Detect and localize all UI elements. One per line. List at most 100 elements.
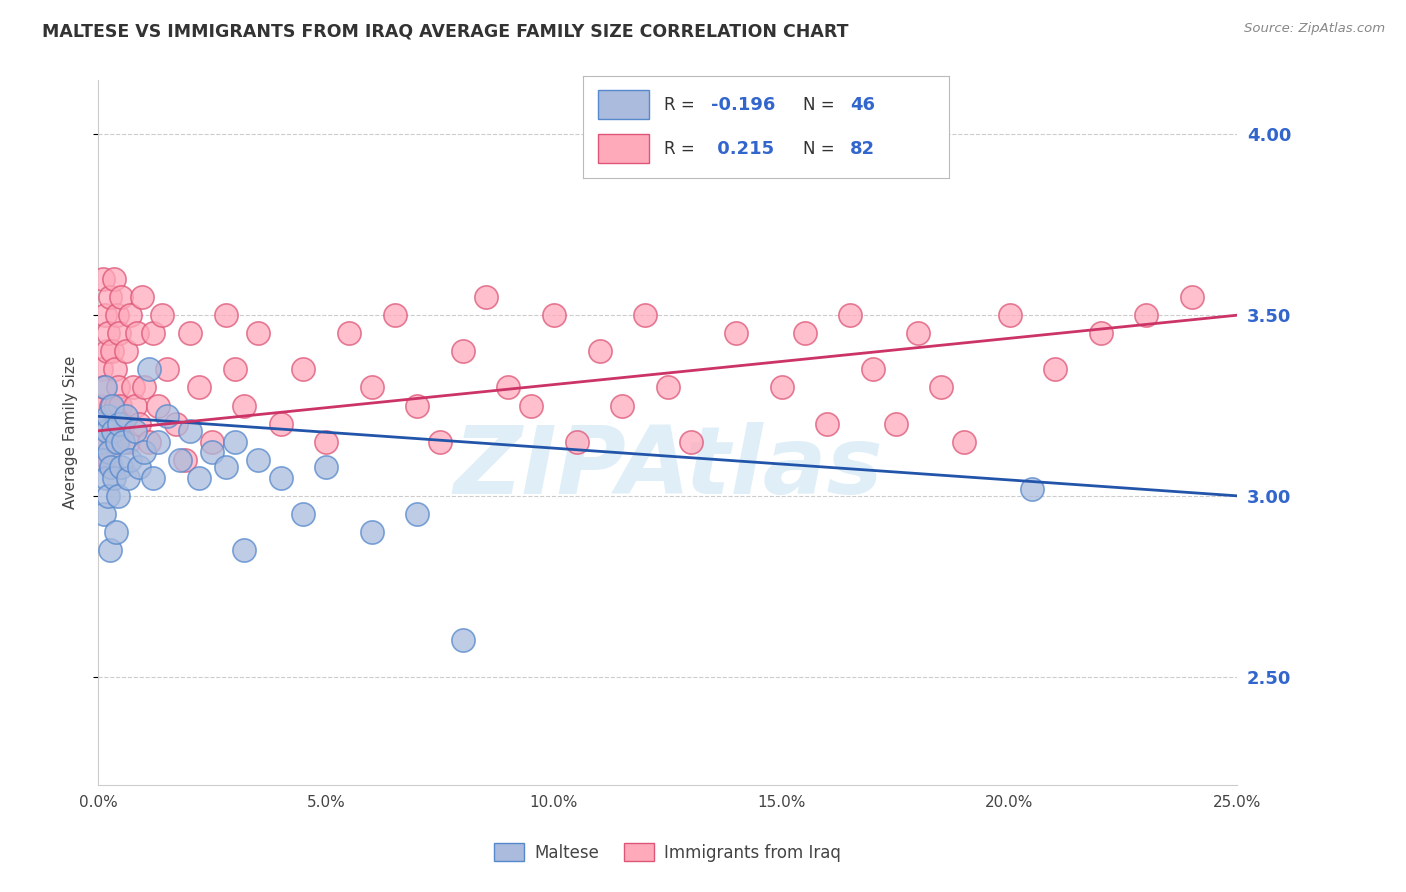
Point xyxy=(132,445,155,459)
Point xyxy=(292,507,315,521)
Point xyxy=(91,434,114,449)
Point xyxy=(117,434,139,449)
Point xyxy=(110,459,132,474)
Point xyxy=(179,326,201,341)
Point xyxy=(103,471,125,485)
Point xyxy=(114,409,136,424)
Point xyxy=(156,362,179,376)
Point xyxy=(451,633,474,648)
Point xyxy=(93,507,115,521)
Text: MALTESE VS IMMIGRANTS FROM IRAQ AVERAGE FAMILY SIZE CORRELATION CHART: MALTESE VS IMMIGRANTS FROM IRAQ AVERAGE … xyxy=(42,22,849,40)
Point xyxy=(315,434,337,449)
Point xyxy=(98,445,121,459)
Point xyxy=(315,459,337,474)
Point xyxy=(187,380,209,394)
Point xyxy=(270,417,292,431)
Point xyxy=(90,417,112,431)
Point xyxy=(612,399,634,413)
Text: 0.215: 0.215 xyxy=(711,140,775,158)
Point xyxy=(406,507,429,521)
Point xyxy=(657,380,679,394)
Point xyxy=(156,409,179,424)
Point xyxy=(215,308,238,322)
Point xyxy=(96,409,118,424)
Point xyxy=(100,399,122,413)
Point xyxy=(246,452,269,467)
Point xyxy=(112,417,135,431)
Point xyxy=(98,290,121,304)
Point xyxy=(1043,362,1066,376)
Point xyxy=(174,452,197,467)
Point xyxy=(406,399,429,413)
Point xyxy=(270,471,292,485)
Point xyxy=(292,362,315,376)
Point xyxy=(187,471,209,485)
Point xyxy=(1181,290,1204,304)
Point xyxy=(98,452,121,467)
Point xyxy=(120,452,142,467)
Point xyxy=(124,424,146,438)
Point xyxy=(108,417,131,431)
Point xyxy=(142,471,165,485)
Point xyxy=(96,344,118,359)
Point xyxy=(224,362,246,376)
Point xyxy=(565,434,588,449)
Point xyxy=(101,399,124,413)
Point xyxy=(132,380,155,394)
Point xyxy=(679,434,702,449)
Point xyxy=(179,424,201,438)
Point xyxy=(862,362,884,376)
Point xyxy=(91,272,114,286)
Y-axis label: Average Family Size: Average Family Size xyxy=(63,356,77,509)
Point xyxy=(94,380,117,394)
Point xyxy=(108,326,131,341)
Point xyxy=(90,362,112,376)
Point xyxy=(839,308,862,322)
Point xyxy=(770,380,793,394)
Text: R =: R = xyxy=(664,95,700,113)
Point xyxy=(110,399,132,413)
Point xyxy=(953,434,976,449)
Point xyxy=(224,434,246,449)
Point xyxy=(97,489,120,503)
Point xyxy=(1021,482,1043,496)
Point xyxy=(543,308,565,322)
Point xyxy=(725,326,748,341)
Point xyxy=(112,434,135,449)
Point xyxy=(104,362,127,376)
Text: ZIPAtlas: ZIPAtlas xyxy=(453,422,883,514)
Point xyxy=(91,452,114,467)
Point xyxy=(127,326,149,341)
Point xyxy=(94,434,117,449)
Point xyxy=(101,434,124,449)
Point xyxy=(105,308,128,322)
Point xyxy=(104,524,127,539)
Point xyxy=(94,471,117,485)
Point xyxy=(96,424,118,438)
Point xyxy=(588,344,610,359)
Text: -0.196: -0.196 xyxy=(711,95,776,113)
Point xyxy=(107,434,129,449)
Point xyxy=(114,344,136,359)
Point xyxy=(474,290,496,304)
Point xyxy=(337,326,360,341)
Point xyxy=(117,471,139,485)
Point xyxy=(138,434,160,449)
Point xyxy=(233,543,256,558)
Point xyxy=(121,380,143,394)
Point xyxy=(142,326,165,341)
Point xyxy=(128,417,150,431)
Point xyxy=(124,399,146,413)
Point xyxy=(451,344,474,359)
Point xyxy=(165,417,187,431)
Point xyxy=(110,290,132,304)
Point xyxy=(233,399,256,413)
Point xyxy=(101,424,124,438)
Point xyxy=(201,434,224,449)
Point xyxy=(1090,326,1112,341)
Point xyxy=(520,399,543,413)
Point xyxy=(146,434,169,449)
Point xyxy=(150,308,173,322)
Point xyxy=(131,290,153,304)
Point xyxy=(246,326,269,341)
